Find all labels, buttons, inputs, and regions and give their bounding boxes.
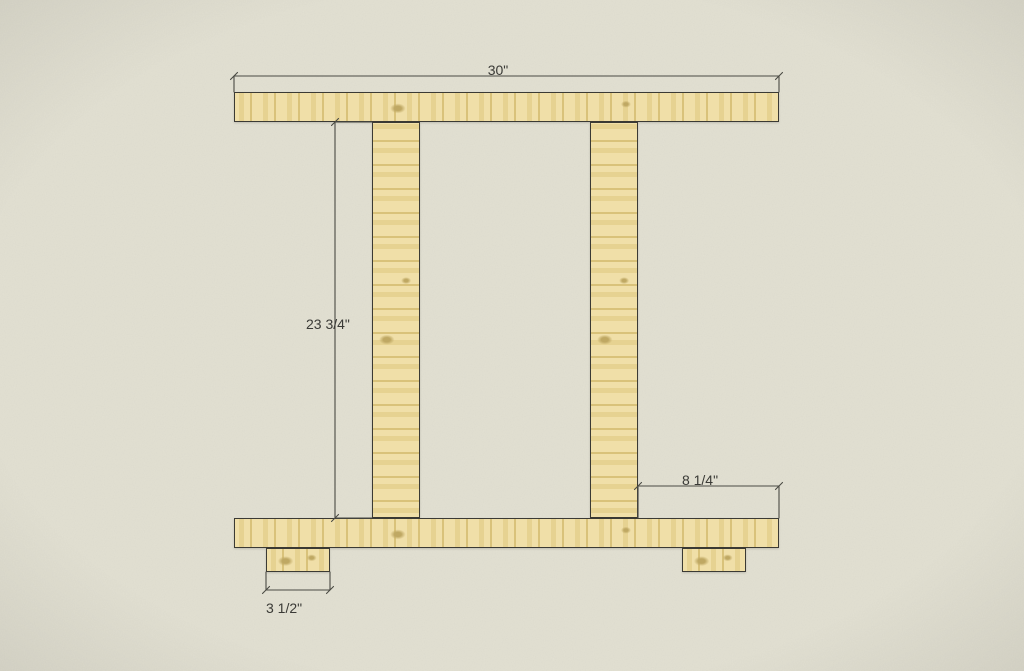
dim-right-offset: 8 1/4" [682,472,718,488]
diagram-stage: 30" 23 3/4" 8 1/4" 3 1/2" [0,0,1024,671]
top-rail [234,92,779,122]
dim-left-height: 23 3/4" [306,316,350,332]
left-stile [372,122,420,518]
right-foot [682,548,746,572]
bottom-rail [234,518,779,548]
dim-top-width: 30" [488,62,509,78]
dim-foot-width: 3 1/2" [266,600,302,616]
left-foot [266,548,330,572]
right-stile [590,122,638,518]
